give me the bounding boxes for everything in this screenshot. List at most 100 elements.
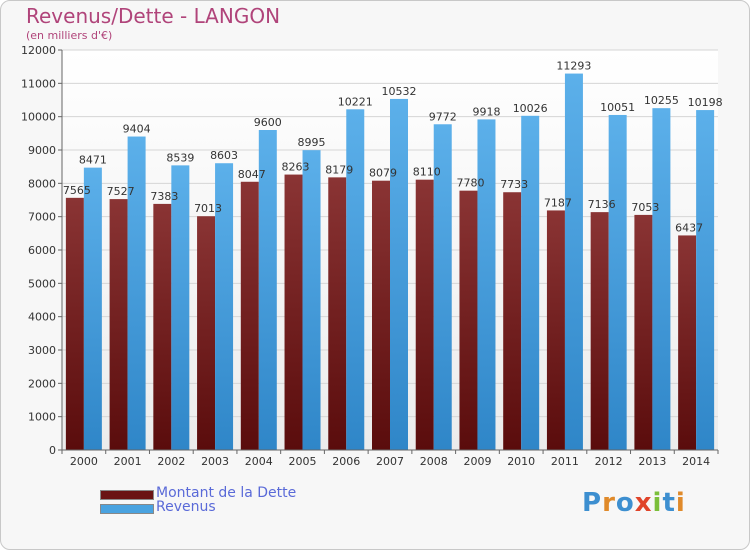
legend-label-revenue: Revenus <box>156 499 216 515</box>
x-tick-label: 2010 <box>507 455 535 468</box>
bar-revenue <box>564 73 583 451</box>
y-tick-label: 9000 <box>28 144 56 157</box>
data-label-revenue: 8471 <box>79 154 107 167</box>
data-label-revenue: 10255 <box>644 94 679 107</box>
bar-debt <box>328 177 347 450</box>
data-label-debt: 6437 <box>675 221 703 234</box>
bar-debt <box>197 216 216 450</box>
bar-debt <box>634 214 653 450</box>
bar-debt <box>284 174 303 451</box>
bar-debt <box>459 190 478 450</box>
x-tick-label: 2003 <box>201 455 229 468</box>
bar-revenue <box>83 167 102 450</box>
data-label-revenue: 10026 <box>513 102 548 115</box>
x-tick-label: 2001 <box>114 455 142 468</box>
x-tick-label: 2007 <box>376 455 404 468</box>
bar-debt <box>415 179 434 450</box>
data-label-debt: 8079 <box>369 167 397 180</box>
logo-letter: i <box>675 488 686 518</box>
x-tick-label: 2012 <box>595 455 623 468</box>
x-tick-label: 2005 <box>289 455 317 468</box>
x-tick-label: 2002 <box>157 455 185 468</box>
bar-debt <box>240 181 259 450</box>
data-label-debt: 8179 <box>325 163 353 176</box>
y-tick-label: 2000 <box>28 377 56 390</box>
bar-revenue <box>215 163 234 450</box>
data-label-debt: 8047 <box>238 168 266 181</box>
legend-swatch-revenue <box>100 504 154 514</box>
bar-debt <box>153 203 172 450</box>
data-label-debt: 7527 <box>107 185 135 198</box>
x-tick-label: 2000 <box>70 455 98 468</box>
bar-revenue <box>127 136 146 451</box>
logo-letter: t <box>662 488 676 518</box>
bar-debt <box>109 199 128 450</box>
x-tick-label: 2013 <box>638 455 666 468</box>
bar-revenue <box>346 109 365 451</box>
data-label-revenue: 10051 <box>600 101 635 114</box>
data-label-debt: 8263 <box>282 161 310 174</box>
chart-subtitle: (en milliers d'€) <box>26 29 113 42</box>
data-label-debt: 7780 <box>456 177 484 190</box>
y-tick-label: 6000 <box>28 244 56 257</box>
data-label-debt: 7565 <box>63 184 91 197</box>
data-label-debt: 7136 <box>588 198 616 211</box>
data-label-revenue: 10221 <box>338 95 373 108</box>
data-label-revenue: 10532 <box>382 85 417 98</box>
bar-revenue <box>390 98 408 450</box>
data-label-debt: 7053 <box>631 201 659 214</box>
y-tick-label: 11000 <box>21 77 56 90</box>
bar-revenue <box>302 150 321 450</box>
data-label-revenue: 8539 <box>166 151 194 164</box>
data-label-revenue: 8995 <box>298 136 326 149</box>
x-tick-label: 2011 <box>551 455 579 468</box>
x-tick-label: 2006 <box>332 455 360 468</box>
x-tick-label: 2008 <box>420 455 448 468</box>
bar-debt <box>590 212 609 450</box>
bar-revenue <box>433 124 452 451</box>
data-label-debt: 8110 <box>413 166 441 179</box>
logo-letter: r <box>602 488 616 518</box>
bar-debt <box>678 235 697 450</box>
x-tick-label: 2014 <box>682 455 710 468</box>
data-label-revenue: 9918 <box>472 105 500 118</box>
y-tick-label: 12000 <box>21 44 56 57</box>
bar-debt <box>546 210 565 450</box>
bar-debt <box>503 192 522 450</box>
bar-debt <box>372 180 390 450</box>
bar-debt <box>65 197 84 450</box>
y-tick-label: 7000 <box>28 211 56 224</box>
logo-letter: P <box>582 488 603 518</box>
y-tick-label: 8000 <box>28 177 56 190</box>
data-label-revenue: 9600 <box>254 116 282 129</box>
logo-letter: i <box>652 488 663 518</box>
x-tick-label: 2004 <box>245 455 273 468</box>
logo-letter: x <box>634 488 653 518</box>
bar-revenue <box>171 165 190 450</box>
bar-revenue <box>608 114 627 450</box>
data-label-debt: 7733 <box>500 178 528 191</box>
legend-swatch-debt <box>100 490 154 500</box>
data-label-revenue: 9404 <box>123 123 151 136</box>
y-tick-label: 1000 <box>28 411 56 424</box>
proxiti-logo: Proxiti <box>582 488 686 518</box>
x-tick-label: 2009 <box>463 455 491 468</box>
y-tick-label: 4000 <box>28 311 56 324</box>
data-label-revenue: 8603 <box>210 149 238 162</box>
bar-revenue <box>258 130 277 450</box>
y-tick-label: 10000 <box>21 111 56 124</box>
data-label-debt: 7013 <box>194 202 222 215</box>
data-label-debt: 7383 <box>150 190 178 203</box>
y-tick-label: 0 <box>49 444 56 457</box>
bar-revenue <box>652 108 671 451</box>
data-label-revenue: 11293 <box>556 60 591 73</box>
y-tick-label: 3000 <box>28 344 56 357</box>
data-label-debt: 7187 <box>544 196 572 209</box>
y-tick-label: 5000 <box>28 277 56 290</box>
bar-revenue <box>696 110 715 451</box>
chart-title: Revenus/Dette - LANGON <box>26 4 281 28</box>
data-label-revenue: 10198 <box>688 96 723 109</box>
data-label-revenue: 9772 <box>429 110 457 123</box>
logo-letter: o <box>615 488 635 518</box>
